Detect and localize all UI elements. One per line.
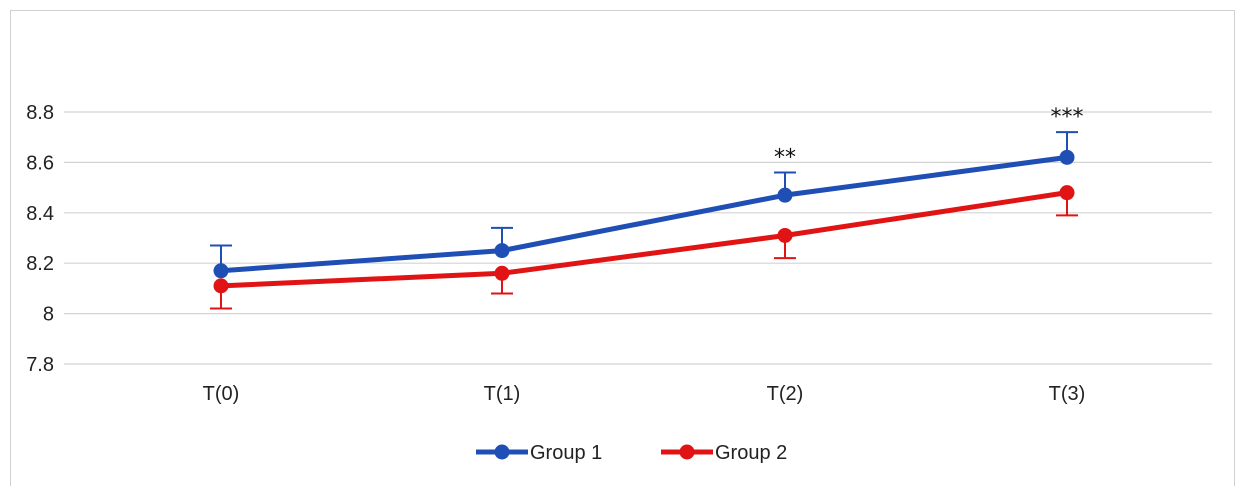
data-point	[777, 187, 793, 203]
x-axis-ticks: T(0) T(1) T(2) T(3)	[203, 383, 1086, 405]
data-point	[494, 265, 510, 281]
data-point	[1059, 185, 1075, 201]
chart-frame	[10, 10, 1235, 486]
data-point	[777, 227, 793, 243]
series-layer	[210, 131, 1078, 310]
legend-label: Group 1	[530, 442, 602, 464]
series-1	[210, 131, 1078, 279]
y-axis-ticks: 7.8 8 8.2 8.4 8.6 8.8	[26, 102, 54, 376]
annotations: *****	[774, 105, 1084, 170]
data-point	[1059, 149, 1075, 165]
gridlines	[64, 111, 1212, 365]
legend-item: Group 1	[476, 442, 602, 464]
significance-marker: ***	[1051, 105, 1084, 130]
legend-marker	[679, 444, 695, 460]
legend-marker	[494, 444, 510, 460]
data-point	[494, 243, 510, 259]
y-tick-label: 7.8	[26, 354, 54, 376]
y-tick-label: 8.6	[26, 152, 54, 174]
data-point	[213, 278, 229, 294]
y-tick-label: 8.8	[26, 102, 54, 124]
y-tick-label: 8.2	[26, 253, 54, 275]
data-point	[213, 263, 229, 279]
legend-label: Group 2	[715, 442, 787, 464]
x-tick-label: T(1)	[484, 383, 521, 405]
y-tick-label: 8	[43, 304, 54, 326]
x-tick-label: T(2)	[767, 383, 804, 405]
series-line	[220, 154, 1068, 274]
series-line	[220, 190, 1068, 289]
x-tick-label: T(3)	[1049, 383, 1086, 405]
series-2	[210, 185, 1078, 310]
legend: Group 1 Group 2	[476, 442, 787, 464]
legend-item: Group 2	[661, 442, 787, 464]
x-tick-label: T(0)	[203, 383, 240, 405]
significance-marker: **	[774, 145, 796, 170]
y-tick-label: 8.4	[26, 203, 54, 225]
